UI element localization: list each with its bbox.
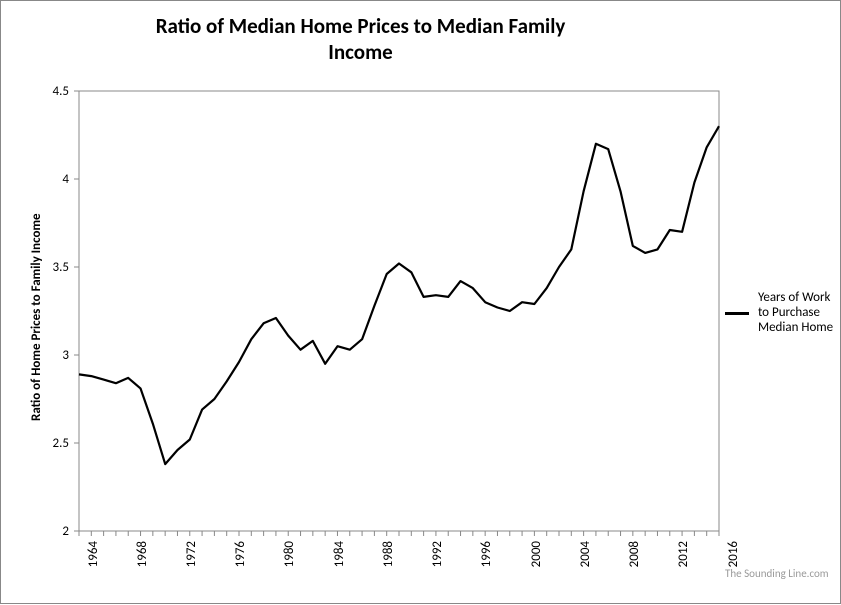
y-tick-label: 3: [62, 348, 69, 363]
x-tick-label: 2000: [529, 541, 544, 571]
y-tick-label: 2: [62, 524, 69, 539]
plot-area: [1, 1, 841, 605]
x-tick-label: 1972: [184, 541, 199, 571]
y-tick-label: 2.5: [53, 436, 69, 451]
chart-container: Ratio of Median Home Prices to Median Fa…: [0, 0, 841, 604]
x-tick-label: 1968: [135, 541, 150, 571]
y-tick-label: 3.5: [53, 260, 69, 275]
y-tick-label: 4.5: [53, 84, 69, 99]
x-tick-label: 1988: [381, 541, 396, 571]
y-tick-label: 4: [62, 172, 69, 187]
x-tick-label: 1964: [86, 541, 101, 571]
x-tick-label: 1996: [479, 541, 494, 571]
legend-line: [725, 312, 749, 315]
x-tick-label: 1992: [430, 541, 445, 571]
x-tick-label: 1984: [332, 541, 347, 571]
x-tick-label: 2016: [726, 541, 741, 571]
legend: Years of Work to Purchase Median Home: [725, 291, 833, 336]
x-tick-label: 2008: [627, 541, 642, 571]
x-tick-label: 2004: [578, 541, 593, 571]
x-tick-label: 1980: [282, 541, 297, 571]
x-tick-label: 2012: [676, 541, 691, 571]
x-tick-label: 1976: [233, 541, 248, 571]
legend-label: Years of Work to Purchase Median Home: [758, 291, 833, 336]
